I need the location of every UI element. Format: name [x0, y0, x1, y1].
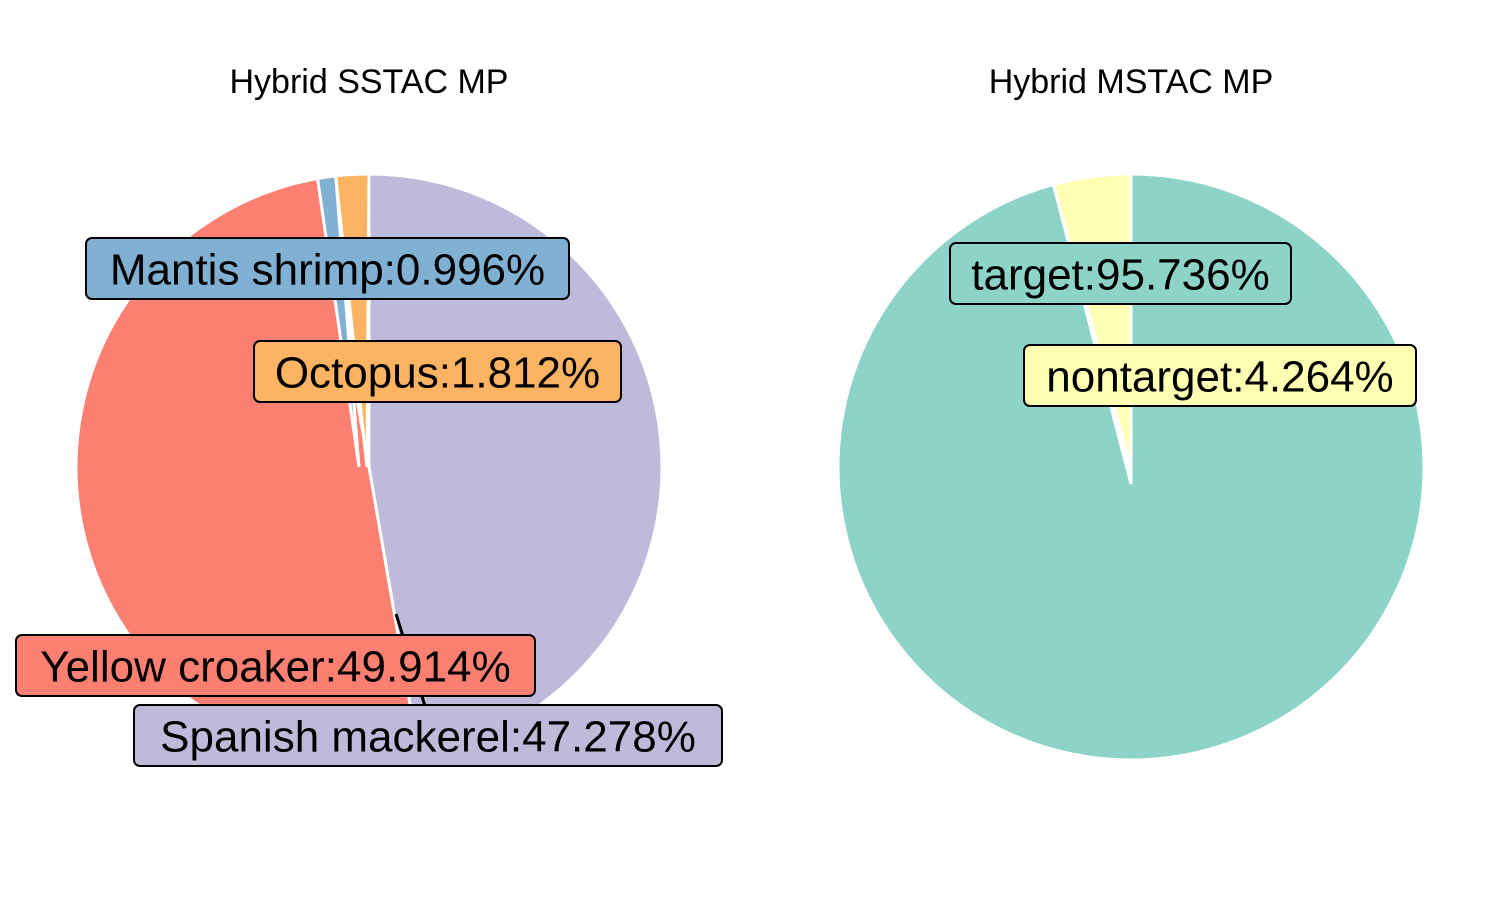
pie-chart-2: Hybrid MSTAC MP target:95.736% nontarget:4…: [836, 63, 1426, 762]
slice-label-box-1-1: [133, 704, 723, 767]
slice-label-1-4: Octopus:1.812%: [275, 349, 600, 398]
slice-label-1-1: Spanish mackerel:47.278%: [160, 713, 696, 762]
slice-label-box-2-2: [1023, 344, 1417, 407]
slice-label-box-1-4: [253, 340, 622, 403]
slice-label-box-1-3: [85, 237, 570, 300]
chart-title-1: Hybrid SSTAC MP: [230, 63, 509, 101]
slice-label-1-3: Mantis shrimp:0.996%: [110, 246, 545, 295]
slice-label-1-2: Yellow croaker:49.914%: [40, 643, 510, 692]
slice-label-2-1: target:95.736%: [971, 251, 1269, 300]
slice-label-box-1-2: [15, 634, 536, 697]
slice-label-2-2: nontarget:4.264%: [1046, 353, 1393, 402]
pie-slice-2-1: [836, 172, 1426, 762]
pie-chart-1: Hybrid SSTAC MP Spanish mackerel:47.278% Y…: [15, 63, 723, 767]
slice-label-box-2-1: [949, 242, 1292, 305]
chart-title-2: Hybrid MSTAC MP: [989, 63, 1274, 101]
